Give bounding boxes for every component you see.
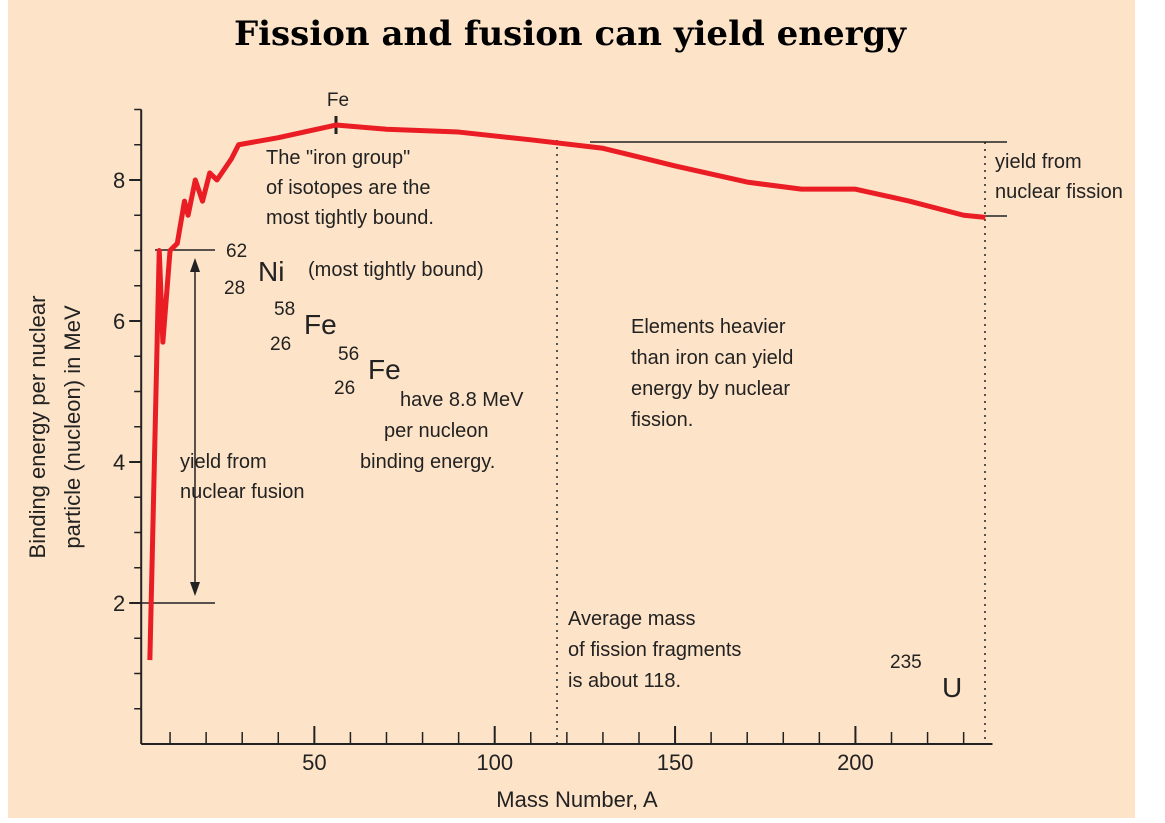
y-tick-label: 2 — [113, 591, 125, 616]
data-line — [147, 122, 986, 661]
y-tick-label: 4 — [113, 450, 125, 475]
annotation: of isotopes are the — [266, 177, 431, 199]
arrow-head — [190, 258, 200, 272]
annotation: Average mass — [568, 608, 695, 630]
x-axis-label: Mass Number, A — [496, 787, 658, 812]
x-tick-label: 150 — [657, 750, 694, 775]
y-tick-label: 6 — [113, 309, 125, 334]
annotation: of fission fragments — [568, 639, 741, 661]
annotation: most tightly bound. — [266, 207, 434, 229]
y-axis-label: Binding energy per nuclear — [25, 296, 50, 559]
annotation: yield from — [180, 451, 267, 473]
chart-title: Fission and fusion can yield energy — [234, 14, 907, 54]
annotation: 235 — [890, 652, 922, 673]
annotation: Fe — [368, 354, 401, 385]
y-axis-label: particle (nucleon) in MeV — [60, 305, 85, 549]
y-tick-label: 8 — [113, 168, 125, 193]
annotation: 62 — [226, 241, 247, 262]
annotation: 26 — [334, 378, 355, 399]
annotation: U — [942, 672, 962, 703]
annotation: energy by nuclear — [631, 378, 790, 400]
x-tick-label: 50 — [302, 750, 326, 775]
annotation: is about 118. — [568, 670, 681, 692]
annotation: binding energy. — [360, 451, 495, 473]
annotation: (most tightly bound) — [308, 259, 484, 281]
annotation: 56 — [338, 344, 359, 365]
annotation: fission. — [631, 409, 693, 431]
annotation: yield from — [995, 151, 1082, 173]
annotation: nuclear fusion — [180, 481, 305, 503]
annotation: Ni — [258, 256, 284, 287]
x-tick-label: 200 — [837, 750, 874, 775]
annotation: The "iron group" — [266, 147, 410, 169]
annotation: 28 — [224, 278, 245, 299]
background — [8, 0, 1135, 818]
arrow-head — [190, 582, 200, 596]
annotation: Fe — [304, 309, 337, 340]
annotation: than iron can yield — [631, 347, 793, 369]
annotation: Elements heavier — [631, 316, 786, 338]
annotation: nuclear fission — [995, 181, 1123, 203]
annotation: have 8.8 MeV — [400, 389, 524, 411]
annotation: 58 — [274, 299, 295, 320]
annotation: Fe — [327, 90, 349, 111]
x-tick-label: 100 — [476, 750, 513, 775]
annotation: per nucleon — [384, 420, 489, 442]
annotation: 26 — [270, 334, 291, 355]
